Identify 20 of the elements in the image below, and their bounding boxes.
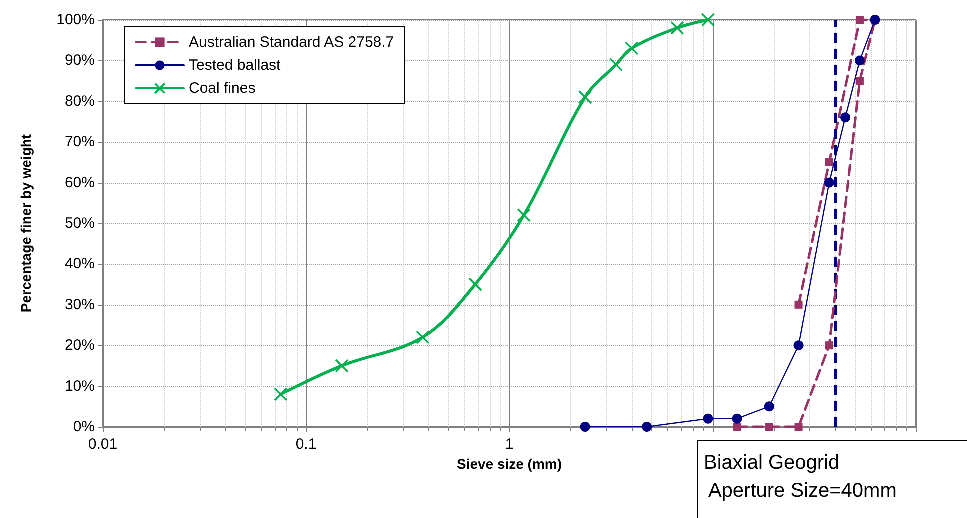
y-tick-label: 100% <box>56 12 95 28</box>
legend-label: Coal fines <box>189 80 256 97</box>
text-box: Biaxial Geogrid Aperture Size=40mm <box>697 440 967 518</box>
x-tick-label: 0.01 <box>88 436 118 453</box>
legend-label: Australian Standard AS 2758.7 <box>189 34 394 51</box>
y-tick-label: 80% <box>64 92 95 110</box>
y-axis-title: Percentage finer by weight <box>18 134 34 313</box>
x-axis-title: Sieve size (mm) <box>456 456 562 472</box>
y-tick-label: 50% <box>64 215 95 232</box>
y-tick-label: 10% <box>64 378 95 395</box>
y-tick-label: 0% <box>73 418 95 436</box>
y-tick-label: 30% <box>64 296 95 314</box>
y-tick-label: 20% <box>64 337 95 354</box>
x-tick-label: 0.1 <box>296 436 317 453</box>
legend-label: Tested ballast <box>189 57 282 74</box>
y-tick-label: 60% <box>64 174 95 192</box>
x-tick-label: 1 <box>505 436 514 453</box>
y-tick-label: 40% <box>64 256 95 273</box>
y-tick-label: 90% <box>64 52 95 70</box>
y-tick-label: 70% <box>64 134 95 151</box>
